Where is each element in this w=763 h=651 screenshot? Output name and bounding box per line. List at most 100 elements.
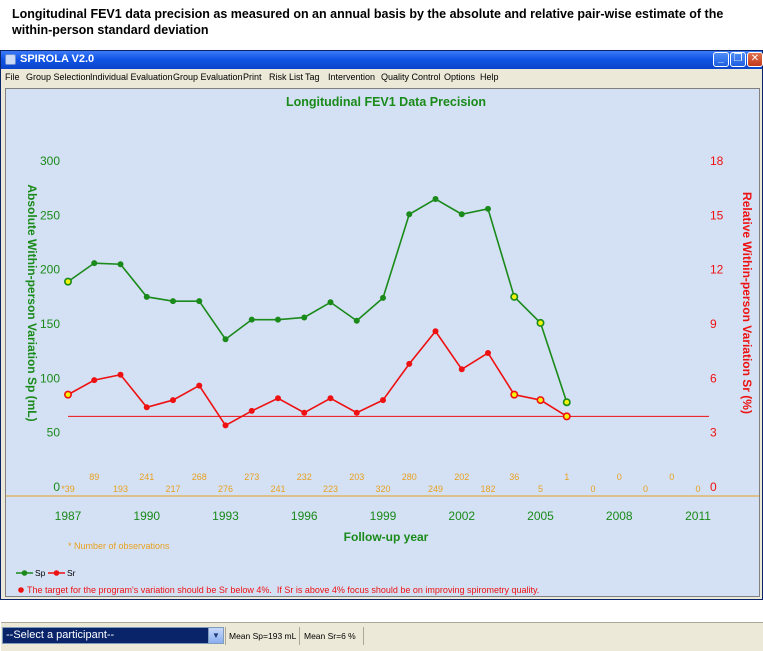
precision-chart: Longitudinal FEV1 Data Precision Follow-… — [6, 95, 759, 595]
observation-count-label: 0 — [643, 484, 648, 494]
data-point-sp — [510, 292, 519, 301]
mean-sp-readout: Mean Sp=193 mL — [229, 631, 297, 641]
data-point-sr — [432, 328, 439, 335]
y-left-tick-label: 0 — [53, 480, 60, 494]
close-button[interactable]: ✕ — [747, 52, 763, 67]
data-point-sp — [63, 277, 72, 286]
observation-count-label: 241 — [270, 484, 285, 494]
data-point-sp — [301, 314, 308, 321]
y-right-tick-label: 6 — [710, 371, 717, 385]
mean-sr-readout: Mean Sr=6 % — [304, 631, 356, 641]
status-separator — [225, 627, 226, 645]
participant-select[interactable]: --Select a participant-- ▼ — [2, 627, 224, 644]
menu-print[interactable]: Print — [243, 72, 262, 82]
data-point-sp — [458, 211, 465, 218]
data-point-sp — [143, 293, 150, 300]
menu-bar: File Group Selection Individual Evaluati… — [1, 69, 762, 85]
observation-count-label: 276 — [218, 484, 233, 494]
y-right-tick-label: 15 — [710, 208, 724, 222]
title-bar[interactable]: SPIROLA V2.0 _ ❐ ✕ — [1, 51, 763, 69]
menu-tag[interactable]: Tag — [305, 72, 320, 82]
status-separator — [299, 627, 300, 645]
x-tick-label: 1999 — [370, 509, 397, 523]
legend-sp-label: Sp — [35, 568, 46, 578]
menu-group-selection[interactable]: Group Selection — [26, 72, 91, 82]
y-right-tick-label: 3 — [710, 426, 717, 440]
target-note: The target for the program's variation s… — [27, 585, 539, 595]
observation-count-label: *39 — [61, 484, 75, 494]
data-point-sr — [380, 397, 386, 404]
restore-button[interactable]: ❐ — [730, 52, 746, 67]
data-point-sr — [222, 422, 229, 429]
y-left-tick-label: 150 — [40, 317, 60, 331]
menu-intervention[interactable]: Intervention — [328, 72, 376, 82]
data-point-sr — [485, 349, 491, 356]
observation-count-label: 0 — [669, 472, 674, 482]
chart-panel: Longitudinal FEV1 Data Precision Follow-… — [5, 88, 760, 597]
data-point-sp — [196, 298, 203, 305]
observation-count-label: 0 — [695, 484, 700, 494]
y-left-tick-label: 100 — [40, 371, 60, 385]
x-axis-label: Follow-up year — [344, 530, 429, 544]
app-window: SPIROLA V2.0 _ ❐ ✕ File Group Selection … — [0, 50, 763, 651]
y-right-tick-label: 9 — [710, 317, 717, 331]
data-point-sr — [406, 360, 413, 367]
y-right-tick-label: 0 — [710, 480, 717, 494]
menu-quality-control[interactable]: Quality Control — [381, 72, 441, 82]
data-point-sp — [91, 260, 98, 267]
legend-sr-marker — [53, 570, 60, 576]
data-point-sr — [196, 382, 203, 389]
menu-group-evaluation[interactable]: Group Evaluation — [173, 72, 243, 82]
note-bullet — [18, 587, 24, 593]
data-point-sp — [275, 316, 281, 323]
x-tick-label: 2002 — [448, 509, 475, 523]
window-title: SPIROLA V2.0 — [20, 53, 95, 65]
observation-count-label: 0 — [590, 484, 595, 494]
observation-count-label: 89 — [89, 472, 99, 482]
y-left-tick-label: 250 — [40, 208, 60, 222]
observation-count-label: 193 — [113, 484, 128, 494]
menu-options[interactable]: Options — [444, 72, 476, 82]
data-point-sr — [63, 390, 72, 399]
menu-individual-evaluation[interactable]: Individual Evaluation — [90, 72, 173, 82]
legend-sp-marker — [21, 570, 28, 576]
observation-count-label: 36 — [509, 472, 519, 482]
data-point-sr — [536, 396, 545, 405]
series-line-sp — [67, 198, 568, 403]
status-bar: --Select a participant-- ▼ Mean Sp=193 m… — [1, 622, 763, 651]
data-point-sr — [170, 397, 176, 404]
observation-count-label: 320 — [375, 484, 390, 494]
data-point-sr — [248, 407, 255, 414]
y-left-tick-label: 50 — [47, 426, 61, 440]
chevron-down-icon[interactable]: ▼ — [208, 628, 223, 643]
observation-count-label: 268 — [192, 472, 207, 482]
participant-select-value: --Select a participant-- — [6, 629, 115, 641]
x-tick-label: 2005 — [527, 509, 554, 523]
chart-title: Longitudinal FEV1 Data Precision — [286, 95, 486, 109]
menu-help[interactable]: Help — [480, 72, 499, 82]
data-point-sr — [91, 377, 98, 384]
observation-count-label: 241 — [139, 472, 154, 482]
data-point-sr — [327, 395, 334, 402]
observations-footnote: * Number of observations — [68, 541, 170, 551]
data-point-sr — [353, 409, 360, 416]
y-left-tick-label: 300 — [40, 154, 60, 168]
data-point-sp — [536, 318, 545, 327]
y-axis-left-label: Absolute Within-person Variation Sp (mL) — [25, 184, 39, 421]
observation-count-label: 203 — [349, 472, 364, 482]
observation-count-label: 217 — [165, 484, 180, 494]
data-point-sr — [143, 404, 150, 411]
menu-file[interactable]: File — [5, 72, 20, 82]
minimize-button[interactable]: _ — [713, 52, 729, 67]
y-axis-right-label: Relative Within-person Variation Sr (%) — [740, 192, 754, 414]
legend-sr-label: Sr — [67, 568, 76, 578]
data-point-sp — [327, 299, 334, 306]
menu-risk-list[interactable]: Risk List — [269, 72, 304, 82]
status-separator — [363, 627, 364, 645]
data-point-sr — [275, 395, 281, 402]
data-point-sr — [562, 412, 571, 421]
observation-count-label: 273 — [244, 472, 259, 482]
data-point-sp — [353, 317, 360, 324]
x-tick-label: 1987 — [55, 509, 82, 523]
